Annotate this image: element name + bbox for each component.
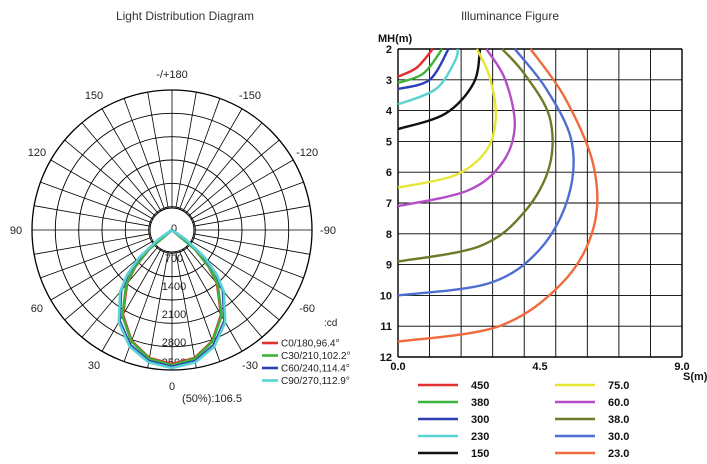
polar-spoke bbox=[188, 139, 280, 217]
x-tick-label: 4.5 bbox=[532, 361, 547, 373]
polar-legend-label: C60/240,114.4° bbox=[281, 364, 350, 375]
contour-legend-label: 75.0 bbox=[608, 380, 629, 392]
polar-spoke bbox=[185, 122, 263, 214]
y-tick-label: 5 bbox=[386, 136, 392, 148]
polar-unit-label: :cd bbox=[324, 318, 337, 329]
polar-spoke bbox=[179, 250, 221, 362]
polar-angle-label: 60 bbox=[31, 303, 43, 315]
polar-spoke bbox=[182, 108, 243, 212]
illuminance-chart-title: Illuminance Figure bbox=[460, 9, 560, 23]
polar-spoke bbox=[175, 251, 197, 368]
polar-angle-label: -/+180 bbox=[156, 69, 188, 81]
illuminance-contour bbox=[397, 48, 460, 106]
contour-legend-label: 300 bbox=[471, 414, 489, 426]
y-tick-label: 8 bbox=[386, 229, 392, 241]
y-tick-label: 6 bbox=[386, 167, 392, 179]
polar-angle-label: 90 bbox=[10, 225, 22, 237]
polar-spoke bbox=[50, 159, 154, 220]
polar-legend-label: C90/270,112.9° bbox=[281, 376, 350, 387]
y-tick-label: 12 bbox=[380, 352, 392, 364]
polar-spoke bbox=[50, 240, 154, 301]
contour-legend-label: 380 bbox=[471, 397, 489, 409]
illuminance-contour bbox=[397, 48, 498, 189]
illuminance-contour bbox=[397, 48, 450, 91]
polar-legend-label: C0/180,96.4° bbox=[281, 339, 340, 350]
polar-chart-title: Light Distribution Diagram bbox=[115, 9, 255, 23]
polar-angle-label: 0 bbox=[169, 381, 175, 393]
illuminance-contour bbox=[397, 48, 517, 208]
polar-spoke bbox=[190, 240, 294, 301]
polar-series-curve bbox=[117, 228, 227, 370]
x-axis-label: S(m) bbox=[683, 371, 707, 383]
polar-angle-label: -60 bbox=[299, 303, 315, 315]
polar-radial-label: 1400 bbox=[162, 281, 186, 293]
polar-spoke bbox=[81, 122, 159, 214]
polar-angle-label: -90 bbox=[320, 225, 336, 237]
half-power-label: (50%):106.5 bbox=[182, 393, 242, 405]
polar-angle-label: 30 bbox=[88, 360, 100, 372]
polar-spoke bbox=[193, 233, 310, 255]
y-tick-label: 7 bbox=[386, 198, 392, 210]
polar-spoke bbox=[40, 181, 152, 223]
contour-legend-label: 450 bbox=[471, 380, 489, 392]
illuminance-contour bbox=[397, 48, 482, 131]
polar-spoke bbox=[192, 237, 304, 279]
contour-legend-label: 60.0 bbox=[608, 397, 629, 409]
contour-legend-label: 23.0 bbox=[608, 448, 629, 460]
polar-spoke bbox=[193, 205, 310, 227]
polar-spoke bbox=[64, 139, 156, 217]
polar-legend-label: C30/210,102.2° bbox=[281, 351, 351, 362]
y-tick-label: 9 bbox=[386, 260, 392, 272]
polar-spoke bbox=[34, 233, 151, 255]
polar-spoke bbox=[147, 251, 169, 368]
contour-legend-label: 38.0 bbox=[608, 414, 629, 426]
polar-radial-label: 0 bbox=[171, 223, 177, 235]
polar-spoke bbox=[190, 159, 294, 220]
polar-chart: -/+180 150 120 90 60 30 0 -30 -60 -90 -120 -150 0 700… bbox=[10, 69, 351, 405]
polar-radial-label: 700 bbox=[165, 253, 183, 265]
y-tick-label: 3 bbox=[386, 75, 392, 87]
polar-radial-label: 2100 bbox=[162, 309, 186, 321]
polar-angle-label: 150 bbox=[85, 90, 103, 102]
polar-spoke bbox=[34, 205, 151, 227]
polar-series-curve bbox=[121, 229, 223, 367]
polar-spoke bbox=[182, 248, 243, 352]
polar-angle-label: 120 bbox=[28, 147, 46, 159]
polar-spoke bbox=[179, 98, 221, 210]
illuminance-chart: MH(m) S(m) 2 3 4 5 6 7 8 9 10 11 120.0 4.5 9.0 450 380 30… bbox=[378, 33, 707, 460]
polar-spoke bbox=[40, 237, 152, 279]
polar-spoke bbox=[192, 181, 304, 223]
polar-spoke bbox=[101, 248, 162, 352]
y-axis-label: MH(m) bbox=[378, 33, 413, 45]
polar-radial-label: 2800 bbox=[162, 337, 186, 349]
polar-spoke bbox=[123, 98, 165, 210]
y-tick-label: 10 bbox=[380, 290, 392, 302]
illuminance-contour bbox=[397, 48, 575, 297]
polar-angle-label: -30 bbox=[242, 360, 258, 372]
polar-spoke bbox=[101, 108, 162, 212]
illuminance-contour bbox=[397, 48, 599, 343]
contour-legend-label: 30.0 bbox=[608, 431, 629, 443]
polar-angle-label: -150 bbox=[239, 90, 261, 102]
y-tick-label: 11 bbox=[380, 321, 392, 333]
y-tick-label: 2 bbox=[386, 44, 392, 56]
contour-legend-label: 230 bbox=[471, 431, 489, 443]
y-tick-label: 4 bbox=[386, 106, 393, 118]
contour-legend-label: 150 bbox=[471, 448, 489, 460]
illuminance-contour bbox=[397, 48, 554, 263]
illuminance-contour bbox=[397, 48, 444, 85]
illuminance-contour bbox=[397, 48, 434, 78]
polar-spoke bbox=[147, 92, 169, 209]
polar-angle-label: -120 bbox=[296, 147, 318, 159]
x-tick-label: 9.0 bbox=[674, 361, 689, 373]
polar-spoke bbox=[175, 92, 197, 209]
x-tick-label: 0.0 bbox=[390, 361, 405, 373]
polar-spoke bbox=[123, 250, 165, 362]
